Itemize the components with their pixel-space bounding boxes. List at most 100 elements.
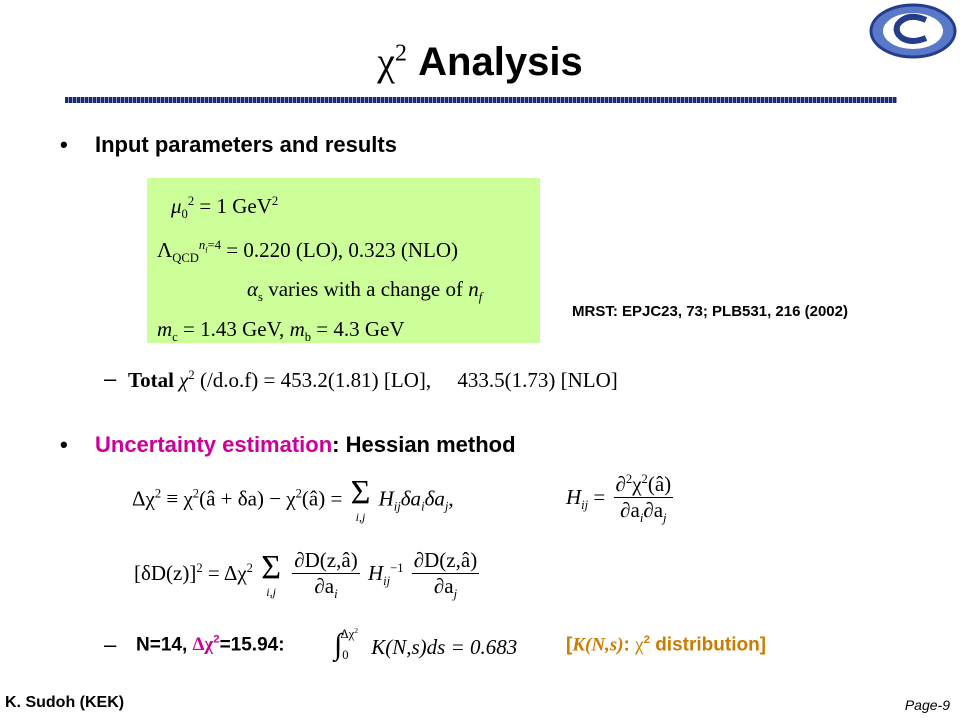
layout: ∂2χ2(â) — [613, 472, 674, 498]
param-box: μ02 = 1 GeV2 ΛQCDnf=4 = 0.220 (LO), 0.32… — [147, 178, 540, 344]
layout: ∂ai∂aj — [620, 498, 666, 526]
layout: ∂2χ2(â) ∂ai∂aj — [613, 472, 674, 526]
text-part: ∂ — [615, 472, 626, 496]
text-part: [ — [566, 634, 573, 656]
text-part: χ — [635, 634, 644, 656]
text-part: =15.94: — [219, 634, 285, 656]
text-part: Total — [128, 368, 174, 392]
text-part: 2 — [246, 560, 253, 575]
text-part: f — [205, 245, 208, 255]
text-part: ∂a — [433, 574, 454, 598]
reference: MRST: EPJC23, 73; PLB531, 216 (2002) — [572, 303, 848, 320]
text-part: j — [444, 499, 449, 514]
layout: αs varies with a change of nf — [147, 274, 540, 313]
text-part: ij — [581, 498, 589, 513]
text-part: m — [157, 316, 173, 341]
text-part: H — [378, 486, 394, 511]
text-part: ∂a — [643, 498, 664, 522]
text-part: =4 — [207, 238, 222, 253]
layout: Δχ2 — [341, 625, 358, 641]
text-part: : — [623, 634, 630, 656]
text-part: Analysis — [418, 40, 583, 84]
total-chi2: Total χ2 (/d.o.f) = 453.2(1.81) [LO], 43… — [128, 368, 618, 393]
text-part: ∂D(z,â) — [292, 548, 360, 574]
author: K. Sudoh (KEK) — [5, 694, 125, 711]
layout: mc = 1.43 GeV, mb = 4.3 GeV — [147, 314, 540, 353]
text-part: Δχ — [192, 634, 214, 656]
text-part: c — [172, 329, 178, 344]
layout: μ02 = 1 GeV2 — [147, 186, 540, 230]
text-part: = Δχ — [207, 560, 247, 585]
text-part: f — [478, 290, 483, 305]
text-part: 2 — [187, 194, 195, 208]
text-part: distribution] — [655, 634, 767, 656]
text-part: ∂a — [620, 498, 640, 522]
text-part: 2 — [395, 40, 408, 67]
bullet-text: Input parameters and results — [95, 132, 397, 157]
text-part: ij — [393, 499, 401, 514]
text-part: m — [289, 316, 305, 341]
text-part: (â) = — [301, 486, 343, 511]
text-part: (/d.o.f) = 453.2(1.81) — [199, 368, 379, 392]
text-part: = 4.3 GeV — [316, 316, 405, 341]
text-part: j — [663, 511, 667, 526]
layout: ∂aj — [434, 574, 457, 602]
dash: – — [104, 632, 117, 657]
text-part: 2 — [641, 472, 648, 486]
text-part: χ — [377, 39, 396, 84]
text-part: 2 — [188, 368, 195, 382]
text-part: = 0.220 (LO), 0.323 (NLO) — [226, 238, 459, 263]
text-part: δa — [400, 486, 422, 511]
text-part: ij — [383, 574, 391, 589]
logo — [869, 3, 957, 59]
layout: nf=4 — [198, 238, 222, 255]
bullet-text: Uncertainty estimation: Hessian method — [95, 432, 516, 458]
text-part: ∂D(z,â) — [411, 548, 480, 574]
text-part: μ — [171, 194, 182, 218]
text-part: = — [593, 484, 606, 509]
text-part: Σ — [261, 548, 282, 586]
text-part: (â + δa) − χ — [199, 486, 296, 511]
layout: ∂ai — [314, 574, 337, 602]
text-part: i — [334, 587, 338, 602]
text-part: 433.5(1.73) — [457, 368, 556, 392]
text-part: n — [468, 277, 479, 302]
bullet: • — [60, 432, 68, 457]
text-part: i,j — [266, 584, 276, 599]
text-part: [NLO] — [560, 368, 618, 392]
layout: ΛQCDnf=4 = 0.220 (LO), 0.323 (NLO) — [147, 230, 540, 274]
text-part: n — [198, 238, 206, 253]
text-part: Uncertainty estimation — [95, 432, 333, 457]
text-part: (â) — [647, 472, 672, 496]
text-part: χ — [632, 472, 642, 496]
text-part: ∫ — [334, 628, 343, 661]
text-part: = 1 GeV — [199, 194, 272, 218]
text-part: i — [639, 511, 644, 526]
text-part: χ — [179, 368, 189, 392]
dash: – — [104, 366, 117, 391]
text-part: 2 — [196, 560, 203, 575]
text-part: 2 — [271, 194, 279, 208]
text-part: i — [421, 499, 425, 514]
text-part: Σ — [350, 474, 371, 511]
text-part: 2 — [213, 634, 220, 646]
text-part: j — [453, 587, 458, 602]
text-part: s — [258, 290, 263, 305]
text-part: 2 — [354, 625, 358, 635]
text-part: H — [367, 560, 384, 585]
title-rule — [65, 97, 897, 103]
bullet: • — [60, 132, 68, 157]
layout: Δχ2 — [193, 634, 220, 655]
text-part: 0 — [181, 207, 188, 222]
text-part: 0 — [342, 648, 349, 663]
text-part: i,j — [355, 510, 366, 524]
text-part: varies with a change of — [268, 277, 463, 302]
text-part: 2 — [643, 634, 650, 646]
condition: N=14, Δχ2=15.94: — [136, 634, 285, 656]
text-part: [LO], — [383, 368, 432, 392]
layout: ∂D(z,â) ∂ai — [292, 548, 360, 602]
text-part: Δχ — [132, 486, 155, 511]
